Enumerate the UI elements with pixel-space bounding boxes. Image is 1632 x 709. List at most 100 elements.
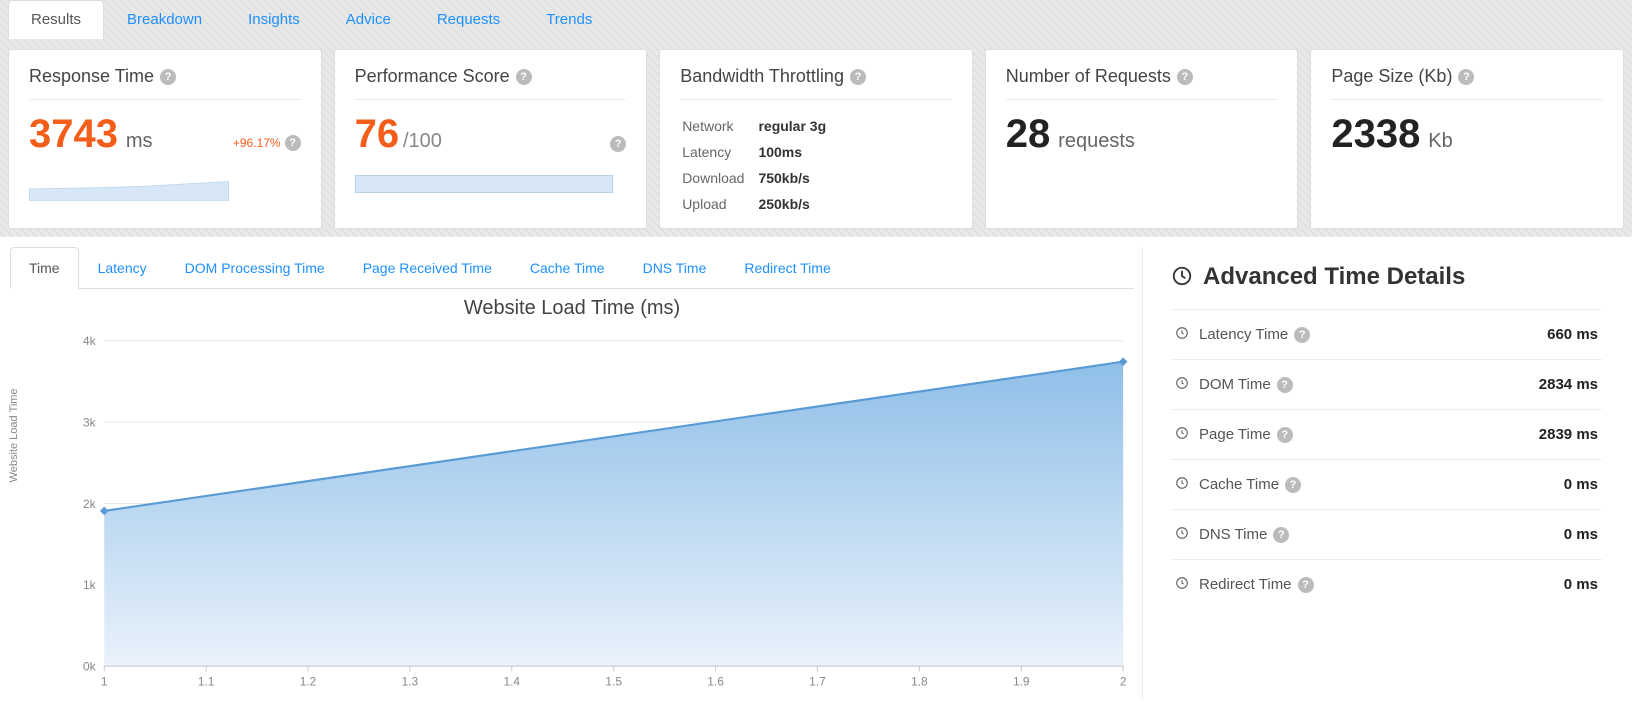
svg-text:1.6: 1.6 <box>707 675 724 689</box>
main-tab-breakdown[interactable]: Breakdown <box>104 0 225 39</box>
help-icon[interactable]: ? <box>1298 577 1314 593</box>
performance-bar <box>355 175 613 193</box>
svg-text:2: 2 <box>1120 675 1127 689</box>
card-requests: Number of Requests ? 28 requests <box>985 49 1299 229</box>
chart-section: TimeLatencyDOM Processing TimePage Recei… <box>0 237 1632 709</box>
summary-cards: Response Time ? 3743 ms +96.17% ? <box>8 49 1624 229</box>
card-response-time: Response Time ? 3743 ms +96.17% ? <box>8 49 322 229</box>
card-performance: Performance Score ? 76 /100 ? <box>334 49 648 229</box>
svg-text:1.9: 1.9 <box>1013 675 1030 689</box>
help-icon[interactable]: ? <box>516 69 532 85</box>
bandwidth-label: Latency <box>682 140 756 164</box>
card-title: Page Size (Kb) <box>1331 66 1452 87</box>
svg-text:1.1: 1.1 <box>198 675 215 689</box>
help-icon[interactable]: ? <box>1273 527 1289 543</box>
svg-text:1: 1 <box>101 675 108 689</box>
chart-tabs: TimeLatencyDOM Processing TimePage Recei… <box>10 247 1134 289</box>
details-title: Advanced Time Details <box>1203 263 1465 291</box>
svg-text:1.4: 1.4 <box>504 675 521 689</box>
help-icon[interactable]: ? <box>1177 69 1193 85</box>
svg-text:1.7: 1.7 <box>809 675 826 689</box>
detail-row: DOM Time ? 2834 ms <box>1171 359 1602 409</box>
requests-value: 28 <box>1006 112 1051 156</box>
bandwidth-value: 100ms <box>758 140 838 164</box>
bandwidth-label: Network <box>682 114 756 138</box>
bandwidth-value: 250kb/s <box>758 192 838 216</box>
bandwidth-value: 750kb/s <box>758 166 838 190</box>
performance-denom: /100 <box>403 130 442 152</box>
svg-text:2k: 2k <box>83 497 96 511</box>
svg-text:1.5: 1.5 <box>605 675 622 689</box>
detail-value: 660 ms <box>1547 326 1598 343</box>
help-icon[interactable]: ? <box>1277 427 1293 443</box>
chart-tab-redirect-time[interactable]: Redirect Time <box>725 247 849 289</box>
detail-label: Latency Time ? <box>1199 326 1537 343</box>
chart-tab-dom-processing-time[interactable]: DOM Processing Time <box>166 247 344 289</box>
chart-tab-time[interactable]: Time <box>10 247 79 289</box>
card-title: Response Time <box>29 66 154 87</box>
card-page-size: Page Size (Kb) ? 2338 Kb <box>1310 49 1624 229</box>
detail-label: Page Time ? <box>1199 426 1529 443</box>
help-icon[interactable]: ? <box>1277 377 1293 393</box>
chart-title: Website Load Time (ms) <box>10 297 1134 320</box>
clock-icon <box>1175 426 1189 443</box>
detail-row: DNS Time ? 0 ms <box>1171 509 1602 559</box>
detail-value: 2839 ms <box>1539 426 1598 443</box>
clock-icon <box>1171 265 1193 290</box>
response-time-value: 3743 <box>29 112 118 156</box>
advanced-time-details: Advanced Time Details Latency Time ? 660… <box>1142 247 1622 699</box>
svg-text:3k: 3k <box>83 415 96 429</box>
bandwidth-label: Upload <box>682 192 756 216</box>
chart-tab-latency[interactable]: Latency <box>79 247 166 289</box>
help-icon[interactable]: ? <box>850 69 866 85</box>
help-icon[interactable]: ? <box>1458 69 1474 85</box>
card-bandwidth: Bandwidth Throttling ? Networkregular 3g… <box>659 49 973 229</box>
performance-value: 76 <box>355 112 400 156</box>
help-icon[interactable]: ? <box>285 135 301 151</box>
main-tab-trends[interactable]: Trends <box>523 0 615 39</box>
svg-text:0k: 0k <box>83 659 96 673</box>
requests-unit: requests <box>1058 130 1135 152</box>
clock-icon <box>1175 326 1189 343</box>
detail-value: 0 ms <box>1564 476 1598 493</box>
clock-icon <box>1175 576 1189 593</box>
main-tabs: ResultsBreakdownInsightsAdviceRequestsTr… <box>8 0 1624 39</box>
chart-tab-page-received-time[interactable]: Page Received Time <box>344 247 511 289</box>
card-title: Performance Score <box>355 66 510 87</box>
y-axis-label: Website Load Time <box>8 389 20 483</box>
detail-row: Cache Time ? 0 ms <box>1171 459 1602 509</box>
detail-value: 2834 ms <box>1539 376 1598 393</box>
page-size-unit: Kb <box>1428 130 1452 152</box>
detail-label: Cache Time ? <box>1199 476 1554 493</box>
bandwidth-value: regular 3g <box>758 114 838 138</box>
help-icon[interactable]: ? <box>160 69 176 85</box>
help-icon[interactable]: ? <box>1294 327 1310 343</box>
chart-tab-dns-time[interactable]: DNS Time <box>624 247 726 289</box>
chart-tab-cache-time[interactable]: Cache Time <box>511 247 624 289</box>
detail-label: DOM Time ? <box>1199 376 1529 393</box>
detail-value: 0 ms <box>1564 576 1598 593</box>
main-tab-insights[interactable]: Insights <box>225 0 323 39</box>
svg-text:1.8: 1.8 <box>911 675 928 689</box>
response-time-spark <box>29 171 192 201</box>
main-tab-requests[interactable]: Requests <box>414 0 523 39</box>
bandwidth-label: Download <box>682 166 756 190</box>
detail-value: 0 ms <box>1564 526 1598 543</box>
clock-icon <box>1175 376 1189 393</box>
bandwidth-row: Latency100ms <box>682 140 838 164</box>
change-text: +96.17% <box>233 136 281 150</box>
detail-row: Page Time ? 2839 ms <box>1171 409 1602 459</box>
card-title: Bandwidth Throttling <box>680 66 844 87</box>
bandwidth-row: Upload250kb/s <box>682 192 838 216</box>
detail-row: Redirect Time ? 0 ms <box>1171 559 1602 609</box>
help-icon[interactable]: ? <box>610 136 626 152</box>
response-time-change: +96.17% ? <box>233 135 301 151</box>
bandwidth-table: Networkregular 3gLatency100msDownload750… <box>680 112 840 218</box>
clock-icon <box>1175 476 1189 493</box>
main-tab-advice[interactable]: Advice <box>323 0 414 39</box>
bandwidth-row: Download750kb/s <box>682 166 838 190</box>
svg-text:1k: 1k <box>83 578 96 592</box>
main-tab-results[interactable]: Results <box>8 0 104 39</box>
svg-text:1.3: 1.3 <box>402 675 419 689</box>
help-icon[interactable]: ? <box>1285 477 1301 493</box>
